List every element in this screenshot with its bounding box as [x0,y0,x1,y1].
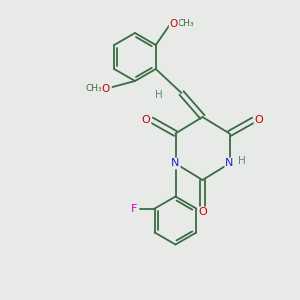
Text: H: H [155,89,163,100]
Text: CH₃: CH₃ [178,20,194,28]
Text: CH₃: CH₃ [85,84,102,93]
Text: N: N [171,158,180,169]
Text: O: O [142,115,151,125]
Text: H: H [238,156,246,166]
Text: N: N [225,158,234,169]
Text: O: O [198,207,207,218]
Text: O: O [170,19,178,29]
Text: O: O [254,115,263,125]
Text: O: O [102,83,110,94]
Text: F: F [130,203,137,214]
